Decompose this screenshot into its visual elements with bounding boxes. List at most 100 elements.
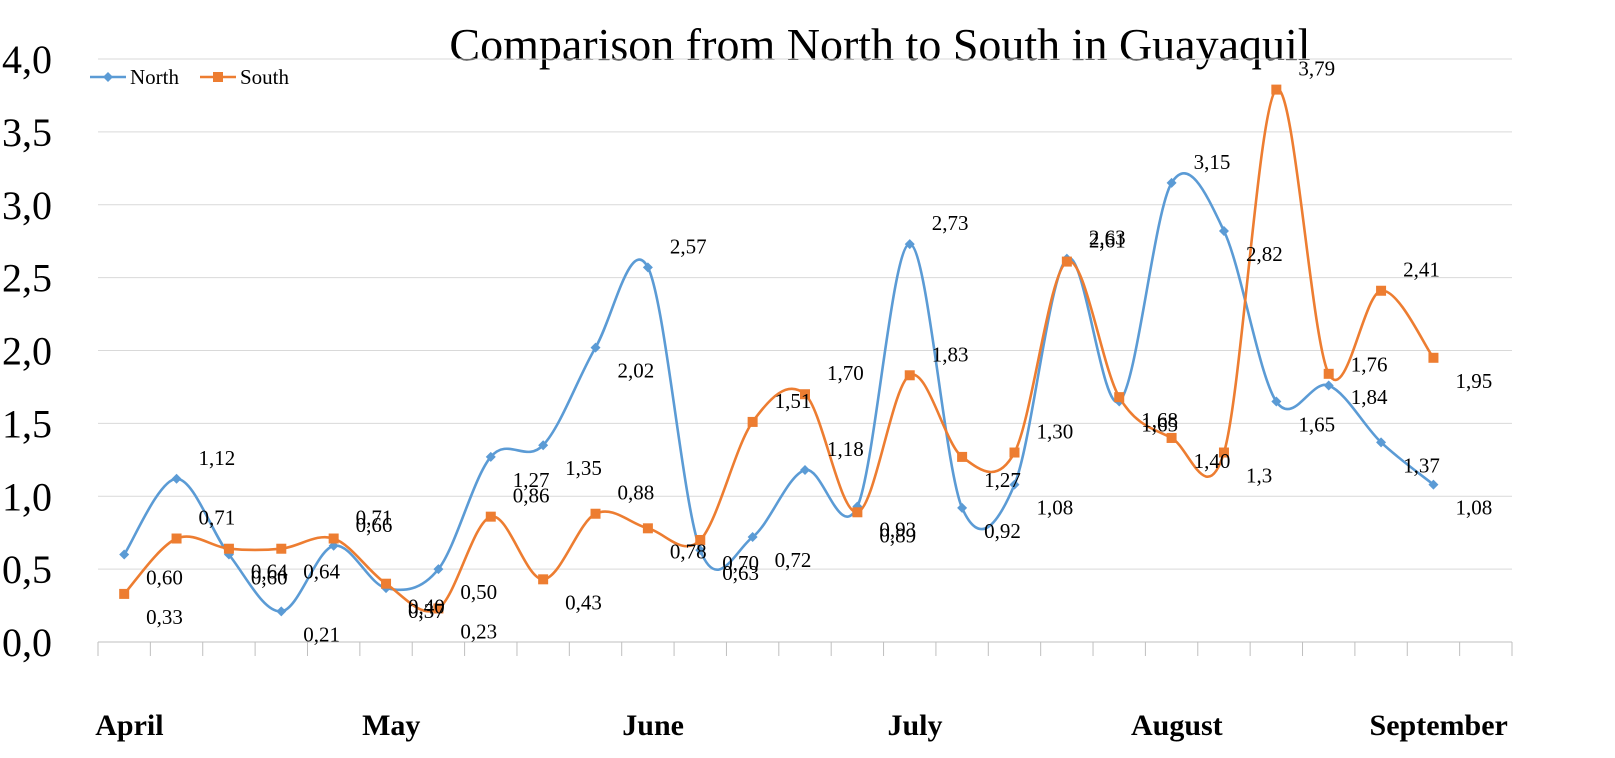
- south-data-label: 0,64: [251, 560, 288, 584]
- south-point: [1009, 447, 1020, 458]
- south-point: [1323, 368, 1334, 379]
- south-point: [119, 588, 130, 599]
- north-point: [276, 606, 287, 617]
- south-data-label: 1,3: [1246, 464, 1272, 488]
- south-data-label: 0,64: [303, 560, 340, 584]
- south-point: [642, 523, 653, 534]
- north-point: [485, 451, 496, 462]
- south-point: [852, 507, 863, 518]
- south-point: [328, 533, 339, 544]
- south-data-label: 0,71: [199, 506, 236, 530]
- north-data-label: 2,02: [618, 359, 655, 383]
- south-point: [800, 389, 810, 400]
- y-tick-label: 2,5: [2, 256, 52, 301]
- north-point: [957, 502, 968, 513]
- month-label: April: [95, 709, 163, 742]
- month-labels: April May June July August September: [95, 709, 1508, 742]
- north-data-label: 1,18: [827, 437, 864, 461]
- north-data-label: 1,65: [1141, 413, 1178, 437]
- south-point: [171, 533, 182, 544]
- north-legend-marker: [103, 72, 113, 82]
- north-point: [1376, 437, 1387, 448]
- south-data-label: 1,27: [984, 468, 1021, 492]
- south-data-label: 0,71: [356, 506, 393, 530]
- north-data-label: 0,37: [408, 599, 445, 623]
- north-point: [904, 239, 915, 250]
- south-data-label: 1,95: [1455, 369, 1492, 393]
- south-data-label: 0,78: [670, 539, 707, 563]
- south-point: [485, 511, 496, 522]
- north-data-label: 1,76: [1351, 352, 1388, 376]
- y-tick-label: 4,0: [2, 37, 52, 82]
- data-labels: 0,60 1,12 0,60 0,21 0,66 0,37 0,50 1,27 1,35 2,02…: [146, 57, 1492, 647]
- north-data-label: 1,12: [199, 446, 236, 470]
- south-legend-label: South: [240, 65, 290, 89]
- south-point: [538, 574, 549, 585]
- south-data-label: 3,79: [1298, 57, 1335, 81]
- south-data-label: 1,70: [827, 361, 864, 385]
- south-data-label: 2,41: [1403, 258, 1440, 282]
- south-data-label: 0,43: [565, 590, 602, 614]
- south-data-label: 0,86: [513, 484, 550, 508]
- north-data-label: 0,93: [879, 517, 916, 541]
- grid-lines: [98, 58, 1512, 570]
- south-data-label: 1,83: [932, 342, 969, 366]
- south-data-label: 0,23: [460, 619, 497, 643]
- north-data-label: 1,08: [1455, 496, 1492, 520]
- north-point: [171, 473, 182, 484]
- y-tick-label: 0,0: [2, 620, 52, 665]
- north-point: [590, 342, 601, 353]
- x-axis: [97, 641, 1513, 656]
- north-data-label: 0,92: [984, 519, 1021, 543]
- north-data-label: 0,21: [303, 622, 340, 646]
- south-point: [1271, 84, 1282, 95]
- y-tick-labels: 0,0 0,5 1,0 1,5 2,0 2,5 3,0 3,5 4,0: [2, 37, 52, 665]
- y-tick-label: 1,0: [2, 474, 52, 519]
- south-point: [1166, 432, 1177, 443]
- south-legend-marker: [213, 72, 223, 82]
- south-data-label: 2,61: [1089, 229, 1126, 253]
- north-point: [1271, 396, 1282, 407]
- south-data-label: 0,40: [408, 595, 445, 619]
- south-data-label: 1,84: [1351, 385, 1388, 409]
- chart-title: Comparison from North to South in Guayaq…: [449, 19, 1310, 70]
- month-label: August: [1131, 709, 1223, 742]
- north-point: [642, 262, 653, 273]
- south-data-label: 1,51: [775, 389, 812, 413]
- north-data-label: 0,50: [460, 580, 497, 604]
- y-tick-label: 3,5: [2, 110, 52, 155]
- north-point: [119, 549, 130, 560]
- north-data-label: 2,73: [932, 211, 969, 235]
- south-point: [1218, 447, 1229, 458]
- month-label: June: [622, 709, 684, 742]
- month-label: May: [362, 709, 420, 742]
- south-data-label: 1,40: [1194, 449, 1231, 473]
- south-point: [433, 603, 444, 614]
- north-point: [433, 564, 444, 575]
- south-point: [957, 451, 968, 462]
- south-point: [590, 508, 601, 519]
- north-point: [538, 440, 549, 451]
- south-point: [695, 534, 706, 545]
- series-lines: [119, 84, 1439, 617]
- north-point: [800, 465, 810, 476]
- y-tick-label: 0,5: [2, 547, 52, 592]
- month-label: September: [1370, 709, 1508, 742]
- south-point: [1061, 256, 1072, 267]
- south-data-label: 0,33: [146, 605, 183, 629]
- north-data-label: 2,57: [670, 234, 707, 258]
- north-point: [1009, 479, 1020, 490]
- south-point: [904, 370, 915, 381]
- north-data-label: 0,63: [722, 561, 759, 585]
- north-point: [1323, 380, 1334, 391]
- north-point: [1428, 479, 1439, 490]
- south-point: [1376, 285, 1387, 296]
- y-tick-label: 1,5: [2, 401, 52, 446]
- south-series-line: [123, 88, 1435, 613]
- north-data-label: 2,82: [1246, 242, 1283, 266]
- south-data-label: 0,70: [722, 551, 759, 575]
- south-point: [1114, 392, 1125, 403]
- north-data-label: 0,60: [146, 566, 183, 590]
- y-tick-label: 2,0: [2, 329, 52, 374]
